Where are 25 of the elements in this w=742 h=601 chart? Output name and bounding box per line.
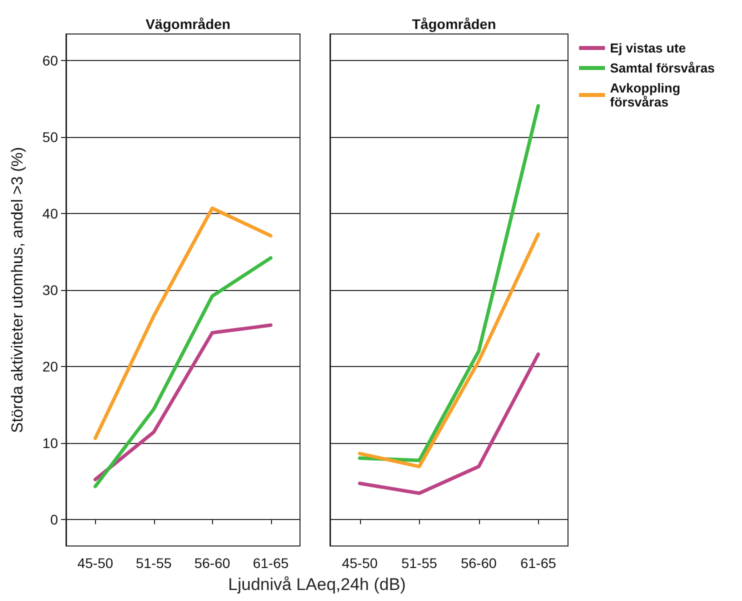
- y-tick-label: 0: [50, 511, 58, 528]
- line-series: [94, 206, 272, 440]
- x-axis-title: Ljudnivå LAeq,24h (dB): [227, 575, 407, 595]
- legend-label: Ej vistas ute: [610, 40, 686, 56]
- legend-label: Avkoppling försvåras: [610, 80, 684, 110]
- y-tick-label: 10: [42, 434, 58, 451]
- x-tick-label: 45-50: [342, 555, 378, 571]
- y-tick-label: 60: [42, 52, 58, 69]
- chart-title: Vägområden: [146, 16, 230, 32]
- line-series: [94, 256, 272, 488]
- x-tick-label: 61-65: [520, 555, 556, 571]
- y-tick-label: 20: [42, 358, 58, 374]
- legend-label: Samtal försvåras: [610, 60, 715, 76]
- x-tick-label: 51-55: [136, 555, 172, 571]
- x-tick-label: 56-60: [194, 555, 230, 571]
- y-axis-title: Störda aktiviteter utomhus, andel >3 (%): [10, 147, 26, 433]
- x-tick-label: 45-50: [77, 555, 114, 571]
- y-tick-label: 30: [42, 282, 58, 298]
- chart-title: Tågområden: [412, 16, 496, 32]
- x-tick-label: 56-60: [460, 555, 497, 571]
- x-tick-label: 61-65: [252, 555, 289, 571]
- y-tick-label: 50: [42, 129, 58, 146]
- x-tick-label: 51-55: [401, 555, 438, 571]
- y-tick-label: 40: [42, 206, 58, 222]
- line-series: [94, 323, 272, 482]
